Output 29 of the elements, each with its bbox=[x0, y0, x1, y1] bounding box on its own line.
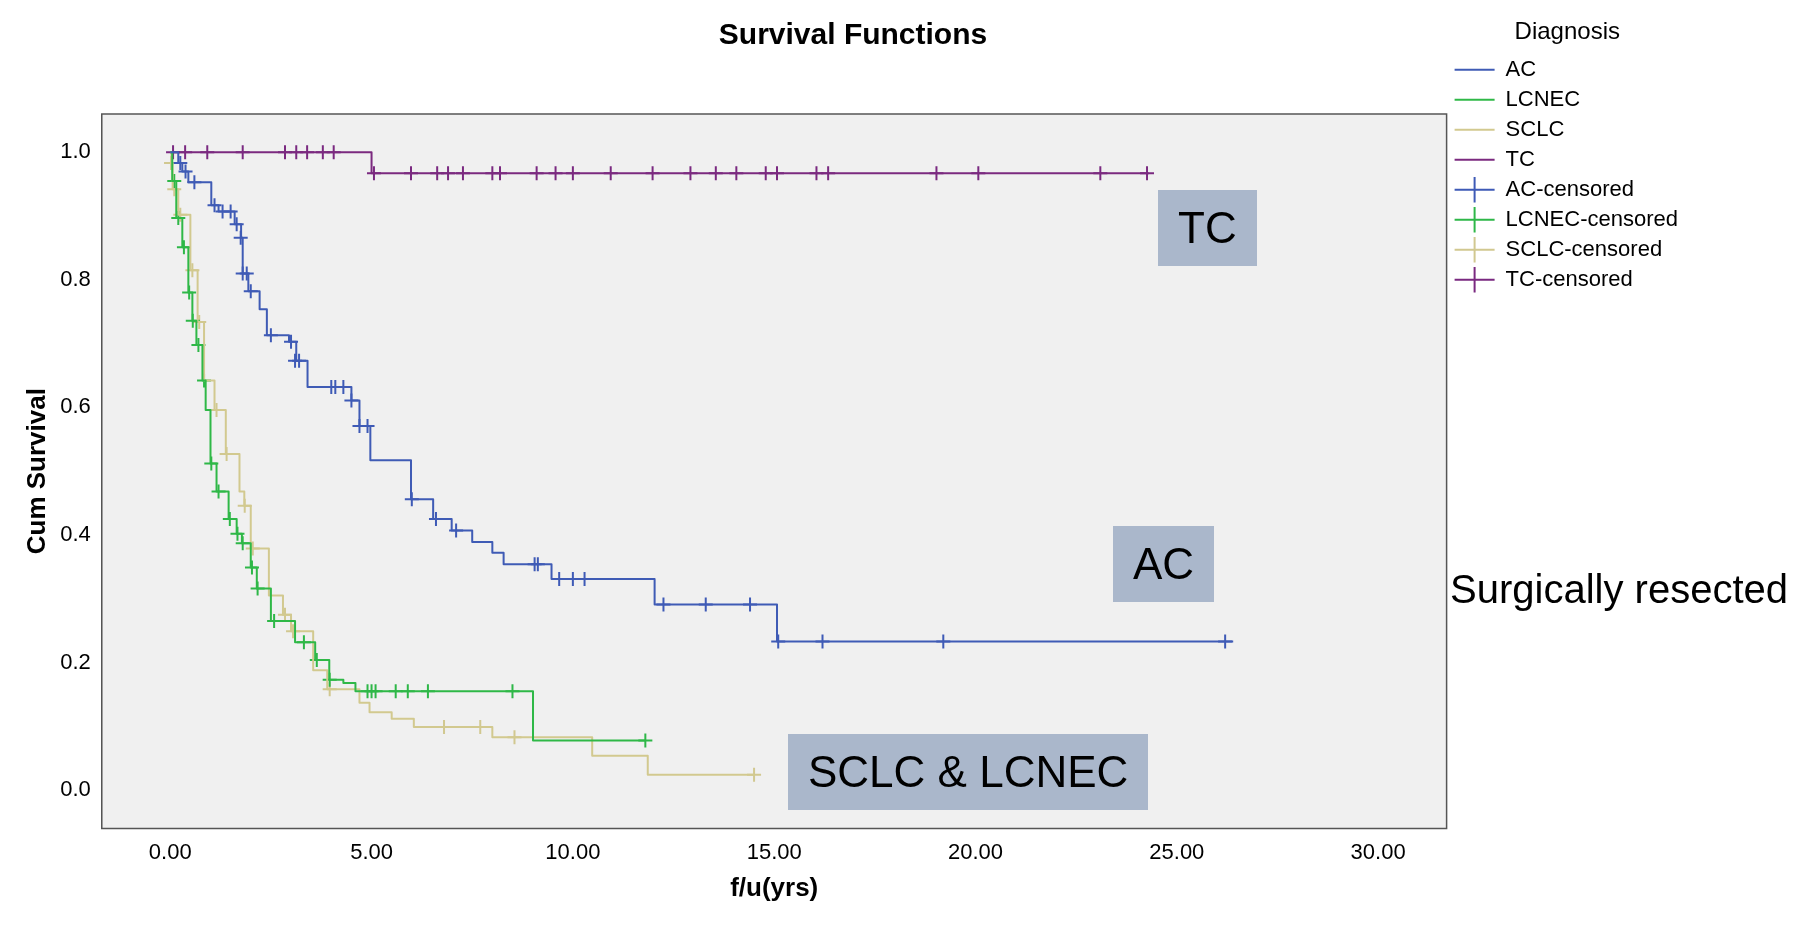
x-tick-label: 5.00 bbox=[350, 838, 393, 864]
x-tick-label: 30.00 bbox=[1350, 838, 1406, 864]
x-axis-title: f/u(yrs) bbox=[730, 871, 819, 902]
legend-title: Diagnosis bbox=[1514, 16, 1620, 44]
legend-label: SCLC-censored bbox=[1505, 235, 1663, 261]
legend-label: SCLC bbox=[1505, 115, 1565, 141]
annotation: SCLC & LCNEC bbox=[788, 734, 1149, 810]
chart-title: Survival Functions bbox=[718, 17, 988, 51]
y-tick-label: 0.2 bbox=[60, 648, 91, 674]
x-tick-label: 10.00 bbox=[545, 838, 601, 864]
x-tick-label: 20.00 bbox=[947, 838, 1004, 864]
y-axis-title: Cum Survival bbox=[20, 388, 51, 555]
legend-label: LCNEC bbox=[1505, 85, 1581, 111]
legend-label: TC bbox=[1505, 145, 1536, 171]
legend-label: AC-censored bbox=[1505, 175, 1634, 201]
legend-label: TC-censored bbox=[1505, 265, 1633, 291]
legend-label: LCNEC-censored bbox=[1505, 205, 1678, 231]
x-tick-label: 15.00 bbox=[746, 838, 802, 864]
legend-label: AC bbox=[1505, 55, 1537, 81]
x-tick-label: 0.00 bbox=[148, 838, 192, 864]
x-tick-label: 25.00 bbox=[1149, 838, 1205, 864]
y-tick-label: 0.0 bbox=[60, 776, 91, 802]
text: Surgically resected bbox=[1450, 566, 1788, 613]
y-tick-label: 1.0 bbox=[60, 138, 91, 164]
y-tick-label: 0.4 bbox=[60, 521, 91, 547]
annotation: AC bbox=[1113, 526, 1215, 602]
annotation: TC bbox=[1158, 190, 1257, 266]
y-tick-label: 0.6 bbox=[60, 393, 91, 419]
y-tick-label: 0.8 bbox=[60, 265, 91, 291]
